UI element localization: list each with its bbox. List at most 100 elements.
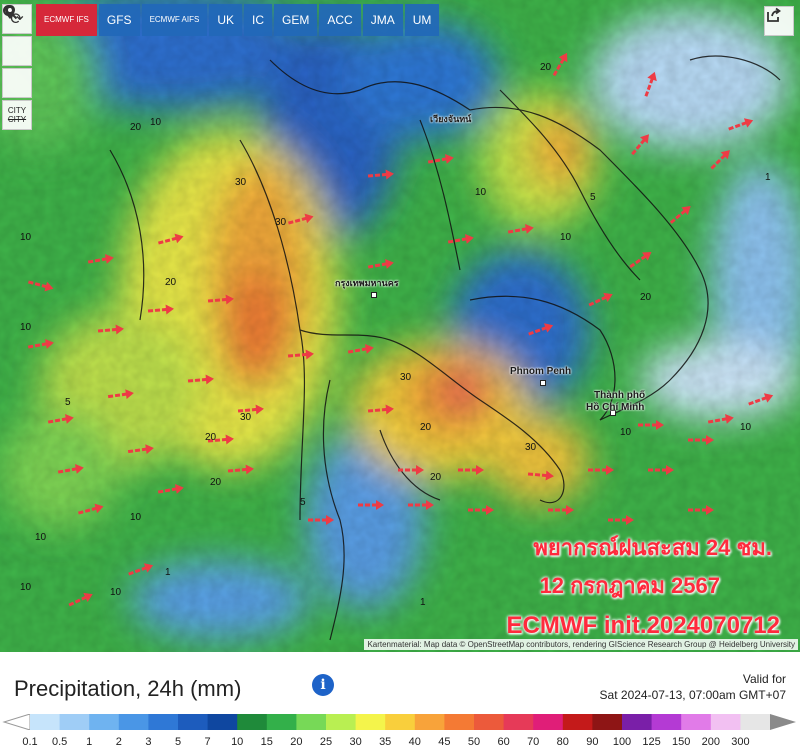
city-label-bottom: CITY xyxy=(7,115,27,124)
wind-arrow xyxy=(57,464,84,474)
model-tab-gem[interactable]: GEM xyxy=(274,4,318,36)
wind-arrow xyxy=(548,505,574,515)
colorbar-tick-label: 1 xyxy=(86,736,93,748)
model-tab-acc[interactable]: ACC xyxy=(319,4,361,36)
map-canvas[interactable]: 10 20 30 10 20 10 30 20 10 1 5 10 20 30 10 20 1 10 5 20 10 30… xyxy=(0,0,800,652)
wind-arrow xyxy=(87,254,114,264)
contour-label: 1 xyxy=(765,172,771,183)
wind-arrow xyxy=(47,414,74,424)
wind-arrow xyxy=(127,444,154,455)
contour-label: 1 xyxy=(165,567,171,578)
contour-label: 10 xyxy=(620,427,632,438)
colorbar-swatch xyxy=(533,714,564,730)
contour-label: 10 xyxy=(150,117,162,128)
bangkok-label: กรุงเทพมหานคร xyxy=(335,278,399,288)
colorbar-swatch xyxy=(207,714,238,730)
colorbar-swatch xyxy=(710,714,741,730)
contour-label: 30 xyxy=(240,412,252,423)
map-attribution: Kartenmaterial: Map data © OpenStreetMap… xyxy=(364,639,798,650)
zoom-icon[interactable] xyxy=(2,5,32,98)
colorbar-tick-label: 30 xyxy=(349,736,362,748)
colorbar-swatch xyxy=(237,714,268,730)
colorbar-tick-label: 40 xyxy=(408,736,421,748)
wind-arrow xyxy=(367,259,394,269)
share-glyph xyxy=(767,7,781,22)
colorbar-swatch xyxy=(118,714,149,730)
contour-label: 10 xyxy=(475,187,487,198)
forecast-title-overlay: พยากรณ์ฝนสะสม 24 ชม. xyxy=(533,535,772,560)
map-tools: ⟳ CITY CITY xyxy=(2,4,32,130)
share-icon[interactable] xyxy=(764,6,794,36)
model-tab-ecmwf-ifs[interactable]: ECMWF IFS xyxy=(36,4,97,36)
wind-arrow xyxy=(552,52,568,77)
model-tab-gfs[interactable]: GFS xyxy=(98,4,140,36)
valid-for-label: Valid for xyxy=(742,672,786,686)
wind-arrow xyxy=(728,118,754,131)
colorbar-tick-label: 0.1 xyxy=(22,736,38,748)
hcmc-marker xyxy=(610,410,616,416)
colorbar-swatch xyxy=(622,714,653,730)
colorbar-tick-label: 200 xyxy=(701,736,720,748)
colorbar-tick-label: 20 xyxy=(290,736,303,748)
precipitation-map[interactable]: 10 20 30 10 20 10 30 20 10 1 5 10 20 30 10 20 1 10 5 20 10 30… xyxy=(0,0,800,652)
forecast-date-overlay: 12 กรกฎาคม 2567 xyxy=(539,573,720,598)
model-tab-ecmwf-aifs[interactable]: ECMWF AIFS xyxy=(141,4,208,36)
colorbar-tick-label: 35 xyxy=(379,736,392,748)
contour-label: 30 xyxy=(275,217,287,228)
contour-label: 5 xyxy=(300,497,306,508)
model-tab-uk[interactable]: UK xyxy=(209,4,243,36)
wind-arrow xyxy=(528,323,554,336)
contour-label: 20 xyxy=(430,472,442,483)
contour-label: 10 xyxy=(740,422,752,433)
colorbar-tick-label: 80 xyxy=(556,736,569,748)
contour-label: 20 xyxy=(420,422,432,433)
colorbar-tick-label: 125 xyxy=(642,736,661,748)
colorbar-swatch xyxy=(296,714,327,730)
info-icon[interactable]: i xyxy=(312,674,334,696)
forecast-init-overlay: ECMWF init.2024070712 xyxy=(506,612,780,639)
colorbar-tick-label: 25 xyxy=(319,736,333,748)
hcmc-label-line1: Thành phố xyxy=(594,390,646,401)
colorbar-tick-label: 2 xyxy=(115,736,122,748)
wind-arrow xyxy=(347,344,374,354)
colorbar-swatch xyxy=(474,714,505,730)
wind-arrow xyxy=(447,234,474,244)
colorbar-min-arrow xyxy=(2,714,31,730)
colorbar-swatch xyxy=(326,714,357,730)
wind-arrow xyxy=(408,500,434,510)
valid-time: Sat 2024-07-13, 07:00am GMT+07 xyxy=(599,688,786,702)
model-tab-ic[interactable]: IC xyxy=(244,4,273,36)
colorbar-swatch xyxy=(592,714,623,730)
location-pin-icon[interactable] xyxy=(2,5,32,66)
wind-arrow xyxy=(644,71,657,97)
model-tab-um[interactable]: UM xyxy=(404,4,440,36)
wind-arrow xyxy=(187,374,214,385)
city-label-top: CITY xyxy=(7,106,27,115)
wind-arrow xyxy=(68,592,93,607)
colorbar-swatch xyxy=(681,714,712,730)
colorbar-tick-label: 3 xyxy=(145,736,152,748)
wind-arrow xyxy=(688,435,714,445)
wind-arrow xyxy=(638,420,664,430)
wind-arrow xyxy=(158,233,184,245)
wind-arrow xyxy=(128,563,154,576)
wind-arrow xyxy=(28,280,54,292)
city-toggle-button[interactable]: CITY CITY xyxy=(2,100,32,130)
colorbar-tick-label: 90 xyxy=(586,736,599,748)
wind-arrow xyxy=(287,349,314,360)
wind-arrow xyxy=(631,134,649,156)
model-tab-jma[interactable]: JMA xyxy=(362,4,403,36)
colorbar-tick-label: 60 xyxy=(497,736,510,748)
wind-arrow xyxy=(710,150,730,170)
wind-arrow xyxy=(588,292,613,307)
contour-label: 1 xyxy=(420,597,426,608)
contour-label: 30 xyxy=(400,372,412,383)
wind-arrow xyxy=(629,251,652,269)
wind-arrow xyxy=(308,515,334,525)
wind-arrow xyxy=(458,465,484,475)
wind-arrow xyxy=(507,224,534,234)
colorbar-swatch xyxy=(178,714,209,730)
contour-label: 20 xyxy=(210,477,222,488)
colorbar-ticks: 0.1 0.5 1 2 3 5 7 10 15 20 25 30 35 40 45 50 60 70 80 90 100… xyxy=(0,736,800,750)
wind-arrow xyxy=(367,404,394,415)
